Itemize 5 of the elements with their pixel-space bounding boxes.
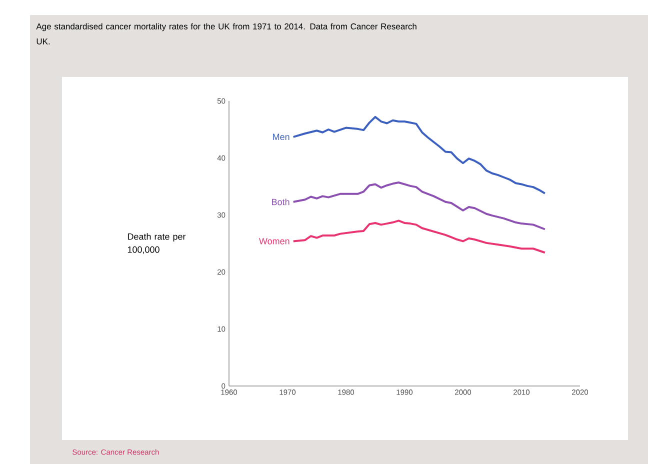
y-axis-title: Death rate per 100,000 <box>128 233 186 254</box>
series-label: Women <box>259 238 290 244</box>
series-label: Both <box>272 198 290 206</box>
series-label: Men <box>273 134 290 140</box>
chart-title: Age standardised cancer mortality rates for the UK from 1971 to 2014. Data from Cancer Research UK. <box>36 23 416 44</box>
